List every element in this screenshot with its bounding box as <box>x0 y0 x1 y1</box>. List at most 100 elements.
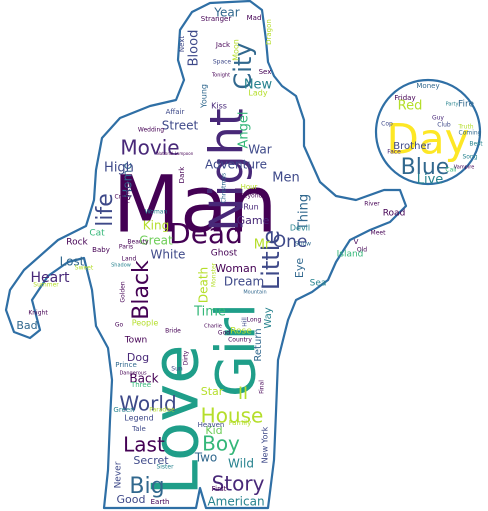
word-sun: Sun <box>171 366 183 373</box>
word-christmas: Christmas <box>221 173 228 203</box>
word-baby: Baby <box>92 246 110 254</box>
word-war: War <box>248 143 271 157</box>
word-white: White <box>151 248 186 262</box>
word-ii: II <box>238 384 248 404</box>
word-woman: Woman <box>215 262 256 275</box>
word-little: Little <box>257 230 285 290</box>
word-new: New <box>244 78 273 93</box>
word-monster: Monster <box>211 262 218 287</box>
word-song: Song <box>462 154 477 161</box>
word-knight: Knight <box>28 310 48 317</box>
word-blood: Blood <box>187 30 202 67</box>
word-prince: Prince <box>115 361 137 369</box>
word-green: Green <box>113 406 134 414</box>
word-sex: Sex <box>259 68 272 76</box>
word-heart: Heart <box>31 270 70 286</box>
word-long: Long <box>247 317 262 324</box>
word-face: Face <box>387 149 401 156</box>
word-next: Next <box>178 36 186 53</box>
word-mountain: Mountain <box>243 290 266 296</box>
word-vampire: Vampire <box>454 165 475 171</box>
word-call: Call <box>445 167 457 174</box>
word-river: River <box>364 201 380 208</box>
word-charlie: Charlie <box>204 324 222 330</box>
word-dangerous: Dangerous <box>119 371 147 377</box>
word-american: American <box>207 495 264 509</box>
word-snow: Snow <box>295 241 311 248</box>
word-star: Star <box>201 385 224 398</box>
word-world: World <box>119 392 176 416</box>
word-ghost: Ghost <box>211 249 238 259</box>
word-dream: Dream <box>224 275 264 289</box>
word-home: Home <box>121 162 135 197</box>
word-high: High <box>104 161 134 176</box>
word-one: One <box>273 232 308 252</box>
word-first: First <box>212 485 227 493</box>
word-affair: Affair <box>166 108 185 116</box>
word-lost: Lost <box>60 255 85 269</box>
word-time: Time <box>193 305 226 320</box>
word-rock: Rock <box>66 238 88 248</box>
word-game: Game <box>237 214 270 227</box>
word-family: Family <box>229 419 252 427</box>
word-girl: Girl <box>205 303 268 397</box>
word-day: Day <box>387 115 470 164</box>
word-land: Land <box>122 256 137 263</box>
word-house: House <box>201 404 264 428</box>
word-woman: Woman <box>145 209 168 216</box>
word-club: Club <box>437 122 451 129</box>
word-eye: Eye <box>293 258 306 278</box>
word-death: Death <box>197 267 211 303</box>
word-dog: Dog <box>127 351 149 364</box>
word-wild: Wild <box>228 457 254 471</box>
word-great: Great <box>139 234 173 248</box>
word-new-york: New York <box>261 426 270 463</box>
word-three: Three <box>130 381 151 389</box>
word-paradise: Paradise <box>149 407 175 414</box>
word-national-lampoon: National Lampoon <box>157 151 194 156</box>
word-money: Money <box>416 82 439 90</box>
word-paris: Paris <box>119 244 133 251</box>
word-v: V <box>354 238 359 246</box>
word-stranger: Stranger <box>201 15 232 23</box>
word-story: Story <box>212 472 265 496</box>
word-heaven: Heaven <box>198 421 225 429</box>
word-adventure: Adventure <box>205 158 267 172</box>
word-mr: Mr <box>254 238 271 253</box>
word-movie: Movie <box>120 136 179 160</box>
word-country: Country <box>228 337 252 344</box>
word-crazy: Crazy <box>114 194 131 201</box>
word-brother: Brother <box>393 141 431 152</box>
word-sweet: Sweet <box>75 265 94 272</box>
word-friday: Friday <box>394 94 415 102</box>
word-back: Back <box>129 372 158 386</box>
word-guy: Guy <box>432 115 444 122</box>
word-party: Party <box>446 102 459 108</box>
word-mad: Mad <box>247 14 262 22</box>
word-cat: Cat <box>89 229 105 239</box>
word-moon: Moon <box>232 39 241 61</box>
word-tale: Tale <box>131 425 146 433</box>
word-final: Final <box>259 380 266 394</box>
word-island: Island <box>337 250 364 260</box>
word-earth: Earth <box>151 498 170 506</box>
word-boy: Boy <box>202 432 240 456</box>
word-dragon: Dragon <box>265 19 273 45</box>
word-way: Way <box>263 307 274 328</box>
person-silhouette-outline <box>4 0 408 510</box>
word-wedding: Wedding <box>138 127 164 134</box>
word-angel: Angel <box>237 112 252 149</box>
word-bad: Bad <box>16 319 37 332</box>
ball-outline <box>374 78 482 186</box>
word-dark: Dark <box>178 166 186 184</box>
word-hill: Hill <box>242 317 249 327</box>
word-king: King <box>143 219 169 233</box>
word-secret: Secret <box>133 454 169 467</box>
word-thing: Thing <box>297 194 312 231</box>
word-men: Men <box>272 171 299 186</box>
word-return: Return <box>253 328 264 361</box>
word-beyond: Beyond <box>240 193 263 200</box>
word-go: Go <box>115 322 124 329</box>
word-two: Two <box>194 451 218 465</box>
word-run: Run <box>243 203 258 212</box>
